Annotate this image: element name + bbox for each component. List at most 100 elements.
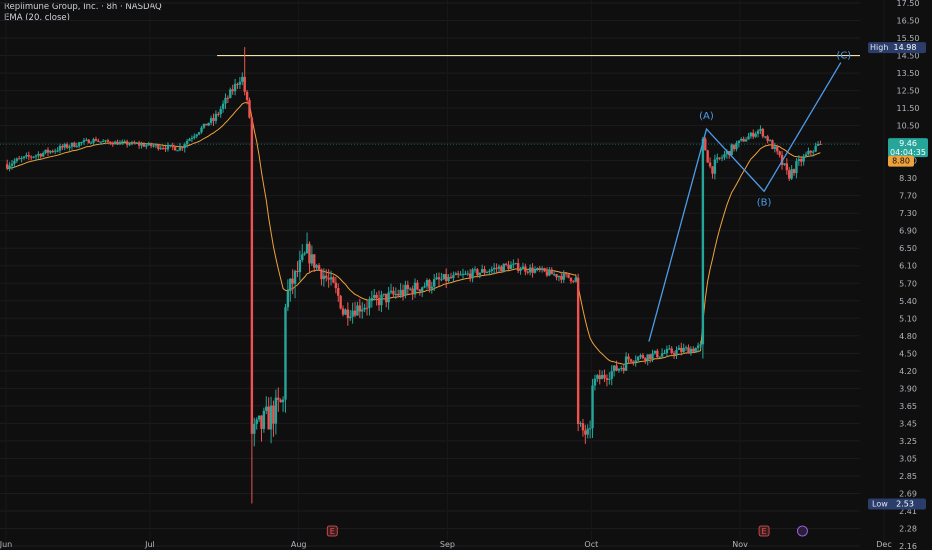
candle-body <box>128 144 131 146</box>
candle-body <box>752 132 755 137</box>
time-tick-label: Dec <box>876 540 891 549</box>
price-tick-label: 6.10 <box>899 262 917 271</box>
candle-body <box>569 277 573 282</box>
candle-body <box>564 273 568 275</box>
candle-body <box>250 117 254 434</box>
candle-body <box>572 281 575 283</box>
candle-body <box>620 367 623 369</box>
candle-body <box>538 268 541 271</box>
candle-body <box>207 122 210 126</box>
candle-body <box>10 163 14 166</box>
candle-body <box>548 269 551 276</box>
candle-body <box>44 149 47 153</box>
candle-body <box>233 83 237 92</box>
candle-body <box>339 295 342 309</box>
candle-body <box>449 276 453 279</box>
candle-body <box>176 150 179 152</box>
price-tick-label: 17.50 <box>897 0 920 8</box>
price-tick-label: 2.28 <box>899 524 917 533</box>
candle-body <box>171 144 174 148</box>
candle-body <box>217 113 220 115</box>
candle-body <box>444 274 448 281</box>
candle-body <box>656 350 659 358</box>
high-label: High <box>870 43 888 52</box>
candle-body <box>555 274 558 278</box>
candle-body <box>684 347 688 349</box>
candle-body <box>231 89 234 92</box>
candle-body <box>135 143 138 145</box>
candle-body <box>356 305 359 316</box>
candle-body <box>190 137 194 140</box>
candle-body <box>584 430 587 435</box>
price-tick-label: 4.80 <box>899 332 917 341</box>
candle-body <box>790 169 793 179</box>
candle-body <box>401 289 405 296</box>
candle-body <box>358 305 362 312</box>
price-tick-label: 2.41 <box>899 507 917 516</box>
candle-body <box>149 143 153 146</box>
time-tick-label: Jun <box>0 540 12 549</box>
candle-body <box>596 375 599 379</box>
candle-body <box>591 385 594 429</box>
candle-body <box>560 275 563 280</box>
candle-body <box>720 157 724 159</box>
candle-body <box>161 148 165 150</box>
chart-legend: Replimune Group, Inc. · 8h · NASDAQ EMA … <box>4 2 162 24</box>
price-tick-label: 7.70 <box>899 192 917 201</box>
candle-body <box>291 278 294 284</box>
candle-body <box>327 278 330 280</box>
candle-body <box>644 358 647 361</box>
candle-body <box>387 292 390 303</box>
candle-body <box>77 142 81 147</box>
candle-body <box>672 353 676 355</box>
candle-body <box>101 141 105 143</box>
candle-body <box>550 269 553 275</box>
candle-body <box>243 76 246 92</box>
candle-body <box>219 108 222 115</box>
candle-body <box>197 132 201 135</box>
candle-body <box>202 123 206 128</box>
candle-body <box>464 273 467 275</box>
candle-body <box>562 273 565 280</box>
low-badge <box>868 498 926 510</box>
candle-body <box>476 269 479 276</box>
candle-body <box>543 268 546 272</box>
candle-body <box>740 138 743 141</box>
candle-body <box>363 307 366 310</box>
candle-body <box>689 348 693 354</box>
price-axis: 17.50 16.50 15.50 14.50 13.50 12.50 11.50 10.50… <box>897 0 920 550</box>
candle-body <box>531 267 534 273</box>
candle-body <box>34 155 38 157</box>
candle-body <box>581 423 585 431</box>
candle-body <box>495 267 498 269</box>
candle-body <box>692 348 695 352</box>
candle-body <box>545 271 549 276</box>
candle-body <box>397 293 400 296</box>
candle-body <box>169 144 172 146</box>
candle-body <box>776 146 779 152</box>
candle-body <box>133 142 136 144</box>
candle-body <box>58 145 62 151</box>
candle-body <box>730 144 733 156</box>
candle-body <box>696 345 700 348</box>
candle-body <box>670 348 673 354</box>
candle-body <box>61 145 64 148</box>
candle-body <box>20 157 23 159</box>
earnings-icon-letter: E <box>330 527 335 536</box>
last-price-badge <box>888 138 928 158</box>
candle-body <box>377 297 381 306</box>
candle-body <box>399 289 402 296</box>
candle-body <box>267 406 270 430</box>
candle-body <box>205 123 208 126</box>
candle-body <box>41 152 45 157</box>
ema-indicator-label[interactable]: EMA (20, close) <box>4 13 70 23</box>
candle-body <box>605 378 609 380</box>
candle-body <box>185 140 189 145</box>
candle-body <box>528 267 532 273</box>
price-tick-label: 6.50 <box>899 244 917 253</box>
candle-body <box>111 143 114 145</box>
candle-body <box>699 344 702 346</box>
bar-countdown: 04:04:35 <box>890 148 926 157</box>
price-tick-label: 2.16 <box>899 542 917 550</box>
